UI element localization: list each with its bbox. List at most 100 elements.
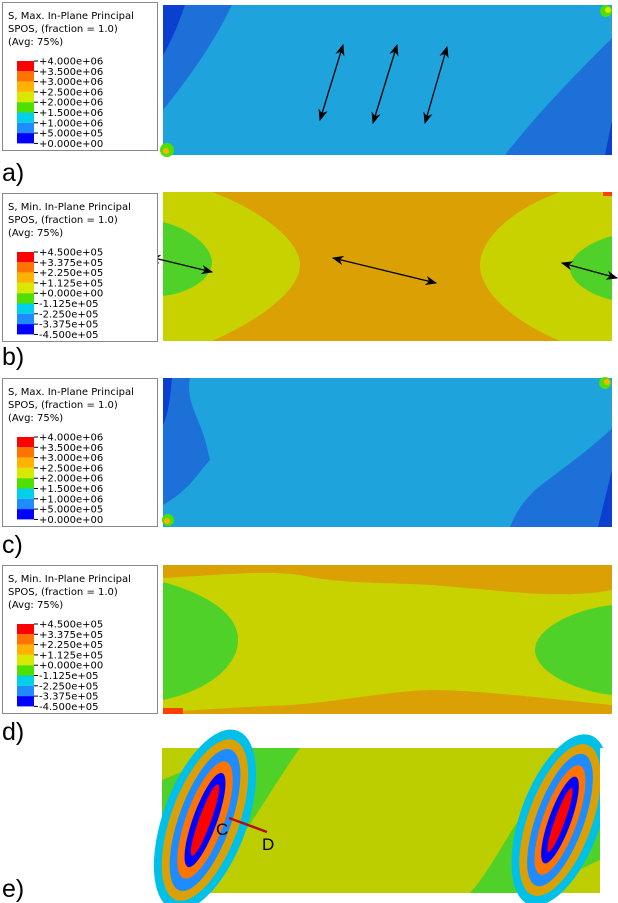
legend-value: +1.000e+06	[39, 494, 103, 505]
contour-region	[163, 565, 612, 595]
legend-swatch	[17, 696, 34, 707]
legend-swatch	[17, 102, 34, 113]
legend-value: +0.000e+00	[39, 515, 103, 526]
legend-swatch	[17, 467, 34, 479]
legend-swatch	[17, 112, 34, 123]
contour-region	[163, 148, 169, 154]
contour-c	[162, 377, 612, 527]
arrow	[423, 45, 449, 125]
contour-region	[190, 784, 220, 856]
contour-region	[603, 192, 612, 196]
legend-value: +1.125e+05	[39, 650, 103, 661]
legend-value: -3.375e+05	[39, 320, 99, 331]
legend-value: +2.250e+05	[39, 640, 103, 651]
legend-swatch	[17, 282, 34, 294]
legend-title: SPOS, (fraction = 1.0)	[8, 587, 118, 598]
legend-value: +4.500e+05	[39, 620, 103, 631]
legend-swatch	[17, 293, 34, 304]
contour-region	[163, 192, 300, 341]
contour-b	[148, 192, 618, 341]
labels: a) S, Max. In-Plane Principal SPOS, (fract…	[2, 2, 274, 903]
contour-region	[163, 378, 210, 505]
legend-swatch	[17, 252, 34, 263]
legend-title: (Avg: 75%)	[8, 228, 63, 239]
legend-value: +1.500e+06	[39, 108, 103, 119]
legend-swatch	[17, 91, 34, 103]
legend-value: +3.500e+06	[39, 67, 103, 78]
panel-label: d)	[2, 718, 24, 746]
legend-swatch	[17, 498, 34, 510]
contour-region	[163, 582, 238, 700]
legend-title: S, Min. In-Plane Principal	[8, 574, 131, 585]
legend-value: +1.500e+06	[39, 484, 103, 495]
legend-value: +0.000e+00	[39, 139, 103, 150]
legend-value: +2.000e+06	[39, 98, 103, 109]
contour-region	[605, 120, 612, 155]
contour-region	[505, 38, 612, 155]
legend-title: S, Max. In-Plane Principal	[8, 11, 134, 22]
point-label: D	[262, 835, 274, 854]
contour-d	[163, 565, 612, 714]
legend-title: (Avg: 75%)	[8, 413, 63, 424]
legend-value: -1.125e+05	[39, 299, 99, 310]
legend-title: SPOS, (fraction = 1.0)	[8, 24, 118, 35]
contour-region	[163, 690, 612, 714]
legend-value: +2.500e+06	[39, 87, 103, 98]
legend-value: +2.000e+06	[39, 474, 103, 485]
legend-swatch	[17, 324, 34, 335]
legend-swatch	[17, 634, 34, 645]
arrow	[228, 816, 268, 834]
legend-swatch	[17, 437, 34, 448]
legend-swatch	[17, 61, 34, 72]
legend-swatch	[17, 644, 34, 655]
legend-swatch	[17, 447, 34, 458]
legend-swatch	[17, 509, 34, 520]
contour-region	[480, 192, 612, 341]
legend-value: +1.000e+06	[39, 118, 103, 129]
legend-value: +3.375e+05	[39, 258, 103, 269]
legend-value: +2.250e+05	[39, 268, 103, 279]
contour-region	[604, 379, 610, 385]
contour-region	[605, 7, 611, 13]
legend-value: +3.375e+05	[39, 630, 103, 641]
legend-value: -4.500e+05	[39, 702, 99, 713]
legend-value: +4.500e+05	[39, 248, 103, 259]
legend-swatch	[17, 457, 34, 468]
arrow	[148, 254, 214, 275]
contour-region	[598, 470, 612, 527]
contour-region	[153, 729, 257, 903]
legend-swatch	[17, 81, 34, 92]
legend-value: +0.000e+00	[39, 661, 103, 672]
legend-value: +3.500e+06	[39, 443, 103, 454]
legend-swatch	[17, 133, 34, 144]
panel-label: e)	[2, 875, 24, 903]
legend-swatch	[17, 272, 34, 283]
contour-region	[535, 605, 612, 695]
legend-title: S, Min. In-Plane Principal	[8, 202, 131, 213]
contour-region	[163, 708, 183, 714]
legend-value: -3.375e+05	[39, 692, 99, 703]
legend-title: (Avg: 75%)	[8, 37, 63, 48]
legend-swatch	[17, 665, 34, 676]
contour-region	[163, 5, 232, 110]
legend-value: -2.250e+05	[39, 681, 99, 692]
contour-region	[511, 734, 609, 903]
legend-title: SPOS, (fraction = 1.0)	[8, 400, 118, 411]
contour-region	[510, 428, 612, 527]
legend-value: +0.000e+00	[39, 289, 103, 300]
legend-value: +4.000e+06	[39, 57, 103, 68]
arrow	[560, 261, 618, 280]
legend-swatch	[17, 685, 34, 697]
contour-region	[163, 378, 172, 425]
legend-swatch	[17, 624, 34, 635]
legend-value: +1.125e+05	[39, 278, 103, 289]
legend-swatch	[17, 122, 34, 134]
legend-swatch	[17, 262, 34, 273]
contour-region	[547, 788, 573, 852]
legend-swatch	[17, 71, 34, 82]
arrow	[318, 43, 345, 122]
panel-label: b)	[2, 343, 24, 371]
legend-swatch	[17, 654, 34, 666]
point-label: C	[216, 820, 228, 839]
